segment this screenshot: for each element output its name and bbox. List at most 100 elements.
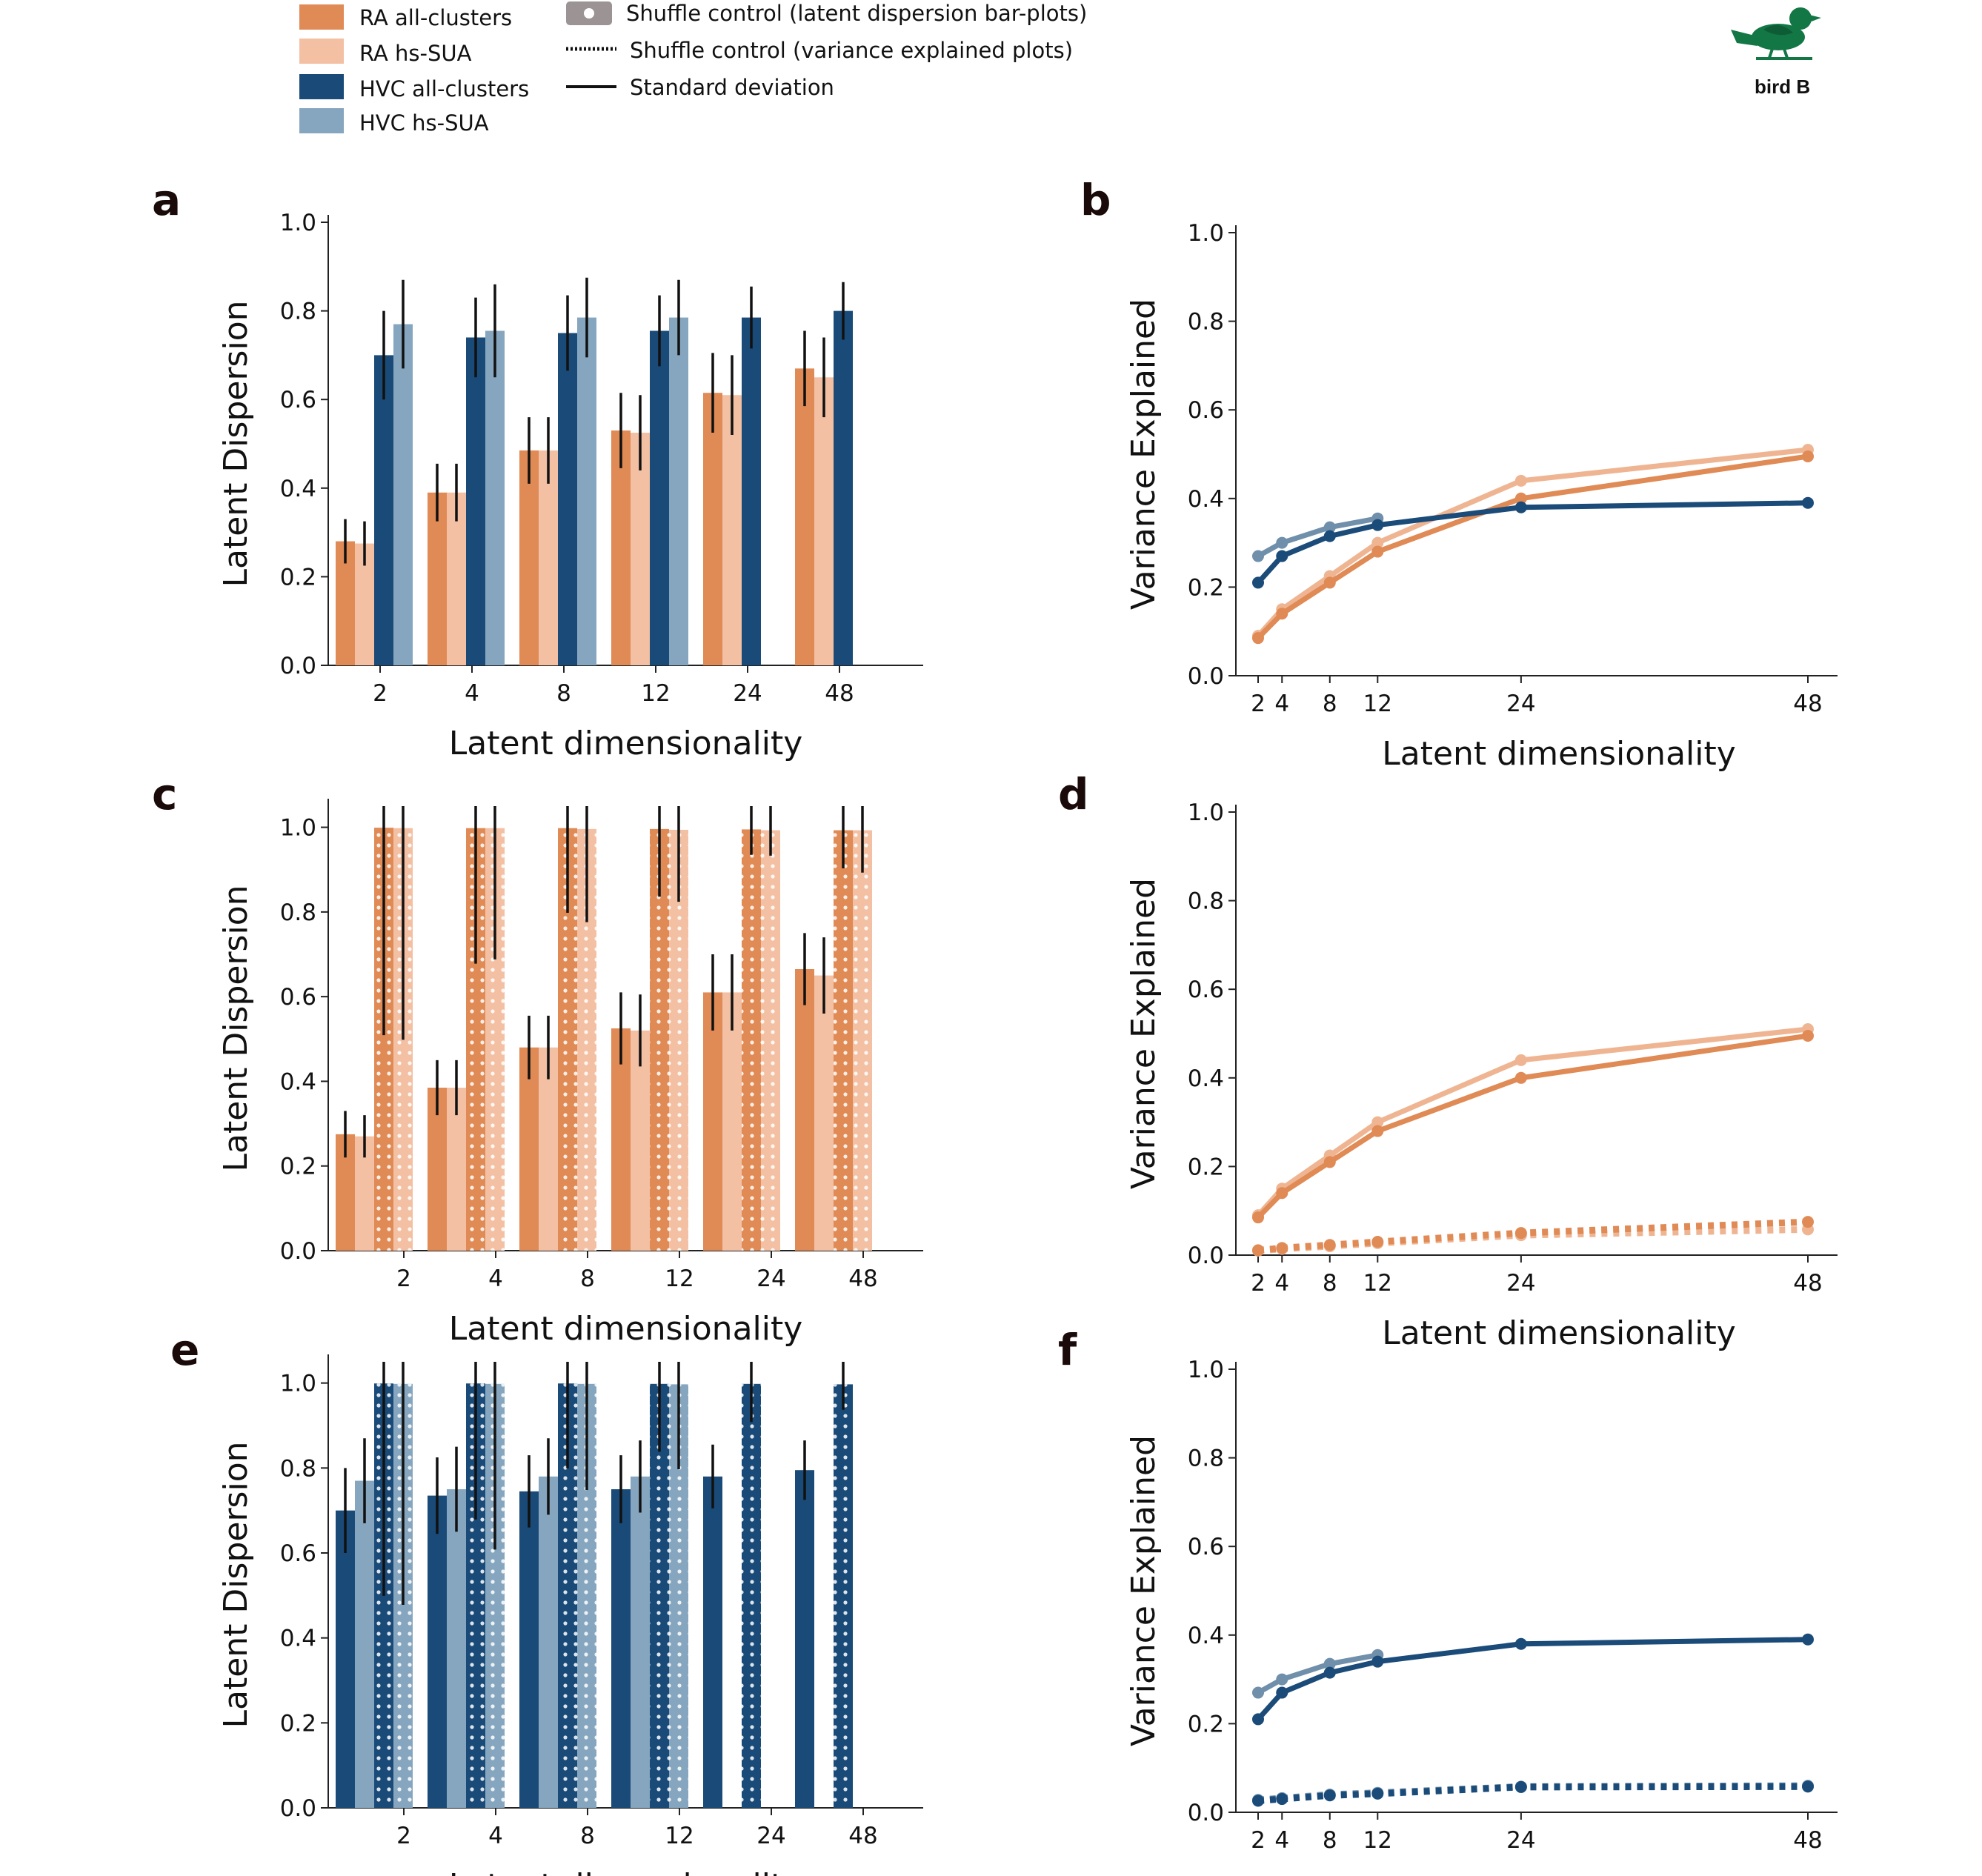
bar-hatch-c-2-4	[742, 829, 761, 1251]
series-point-b-0-3	[1371, 536, 1384, 549]
y-tick-label: 1.0	[280, 815, 316, 842]
x-tick-label: 2	[373, 680, 388, 707]
y-axis-label: Variance Explained	[1125, 299, 1163, 610]
bird-icon	[1731, 7, 1821, 60]
bar-a-3-3	[669, 317, 688, 665]
bar-hatch-c-3-4	[761, 830, 780, 1251]
x-tick-label: 48	[848, 1265, 877, 1292]
series-point-d-1-1	[1276, 1187, 1288, 1200]
series-point-b-2-0	[1252, 550, 1264, 562]
bar-a-2-1	[466, 337, 485, 665]
y-tick-label: 1.0	[1188, 799, 1224, 826]
series-point-b-2-2	[1323, 521, 1336, 533]
series-point-b-1-4	[1514, 492, 1527, 505]
bar-hatch-c-2-3	[650, 828, 669, 1251]
series-point-b-1-3	[1371, 545, 1384, 558]
x-tick-label: 4	[1274, 1827, 1289, 1854]
x-axis-label: Latent dimensionality	[1382, 1872, 1736, 1876]
series-point-d-3-1	[1276, 1242, 1288, 1254]
y-tick-label: 0.0	[280, 1795, 316, 1822]
series-point-b-1-0	[1252, 632, 1264, 645]
series-point-f-1-1	[1276, 1686, 1288, 1699]
bar-a-3-1	[485, 330, 505, 665]
bar-e-1-3	[631, 1476, 650, 1808]
y-tick-label: 0.4	[1188, 1623, 1224, 1649]
y-tick-label: 1.0	[1188, 1357, 1224, 1383]
series-point-f-3-2	[1323, 1789, 1336, 1802]
y-tick-label: 1.0	[280, 210, 316, 236]
bar-a-1-3	[631, 433, 650, 665]
bar-c-0-5	[795, 969, 814, 1251]
y-axis-label: Latent Dispersion	[217, 1442, 255, 1729]
x-tick-label: 2	[1251, 691, 1266, 717]
series-point-b-3-3	[1371, 519, 1384, 531]
y-axis-label: Variance Explained	[1125, 1435, 1163, 1746]
series-point-d-3-4	[1514, 1227, 1527, 1240]
bar-e-1-0	[355, 1480, 374, 1808]
x-tick-label: 8	[1323, 1270, 1337, 1297]
x-axis-label: Latent dimensionality	[1382, 735, 1736, 773]
bar-e-0-3	[611, 1489, 631, 1808]
x-tick-label: 24	[733, 680, 762, 707]
x-tick-label: 8	[556, 680, 571, 707]
legend-swatch-ra-hs	[299, 39, 344, 64]
legend-label-shuffle-line: Shuffle control (variance explained plot…	[630, 38, 1073, 63]
legend-label-hvc-all: HVC all-clusters	[359, 76, 529, 102]
chart-panel-c: c 0.0 0.2 0.4 0.6 0.8 1.0 Latent dimensionality…	[152, 769, 923, 1348]
series-line-b-3	[1256, 500, 1809, 585]
bar-a-0-2	[519, 450, 539, 665]
series-point-b-2-1	[1276, 536, 1288, 549]
y-tick-label: 0.0	[1188, 663, 1224, 690]
series-point-d-0-3	[1371, 1116, 1384, 1128]
y-tick-label: 0.0	[280, 653, 316, 679]
series-point-d-3-2	[1323, 1239, 1336, 1251]
y-tick-label: 1.0	[280, 1371, 316, 1397]
legend-label-ra-all: RA all-clusters	[359, 5, 512, 30]
series-point-b-1-2	[1323, 576, 1336, 589]
x-tick-label: 48	[1793, 1827, 1822, 1854]
y-tick-label: 0.6	[1188, 1534, 1224, 1560]
series-line-b-2	[1257, 516, 1378, 559]
series-line-f-1	[1256, 1637, 1809, 1721]
series-point-d-1-0	[1252, 1211, 1264, 1224]
bar-hatch-e-2-3	[650, 1383, 669, 1808]
series-point-f-0-2	[1323, 1657, 1336, 1670]
x-tick-label: 12	[1363, 1270, 1392, 1297]
y-tick-label: 0.2	[1188, 1711, 1224, 1737]
panel-letter-d: d	[1058, 769, 1089, 819]
y-tick-label: 0.6	[1188, 977, 1224, 1003]
series-line-d-3	[1257, 1218, 1809, 1254]
bar-c-1-2	[539, 1047, 558, 1251]
x-tick-label: 4	[1274, 691, 1289, 717]
x-tick-label: 48	[825, 680, 854, 707]
bar-a-0-3	[611, 430, 631, 665]
x-axis-label: Latent dimensionality	[449, 1867, 803, 1876]
bar-a-1-5	[814, 377, 834, 665]
y-axis-label: Latent Dispersion	[217, 885, 255, 1172]
bar-a-0-4	[703, 393, 722, 665]
panel-letter-c: c	[152, 769, 177, 819]
y-tick-label: 0.6	[280, 984, 316, 1011]
bird-label: bird B	[1755, 76, 1810, 98]
chart-panel-e: e 0.0 0.2 0.4 0.6 0.8 1.0 Latent dimensionality…	[170, 1325, 923, 1876]
x-tick-label: 8	[1323, 691, 1337, 717]
bar-e-1-2	[539, 1476, 558, 1808]
series-point-f-3-5	[1802, 1780, 1814, 1793]
chart-panel-a: a 0.0 0.2 0.4 0.6 0.8 1.0 Latent dimensionality…	[152, 175, 923, 762]
y-tick-label: 0.0	[280, 1238, 316, 1265]
y-tick-label: 0.2	[280, 564, 316, 591]
x-tick-label: 12	[1363, 1827, 1392, 1854]
legend-label-std: Standard deviation	[630, 75, 834, 100]
x-tick-label: 4	[488, 1823, 503, 1849]
x-tick-label: 2	[1251, 1827, 1266, 1854]
y-tick-label: 0.6	[280, 1540, 316, 1567]
y-tick-label: 0.8	[280, 899, 316, 926]
legend-label-hvc-hs: HVC hs-SUA	[359, 110, 489, 136]
bar-a-2-5	[834, 310, 853, 665]
bar-a-2-3	[650, 330, 669, 665]
series-point-d-3-5	[1802, 1216, 1814, 1228]
series-point-d-3-0	[1252, 1244, 1264, 1257]
x-tick-label: 4	[1274, 1270, 1289, 1297]
panel-letter-f: f	[1058, 1325, 1077, 1375]
series-point-f-0-0	[1252, 1686, 1264, 1699]
